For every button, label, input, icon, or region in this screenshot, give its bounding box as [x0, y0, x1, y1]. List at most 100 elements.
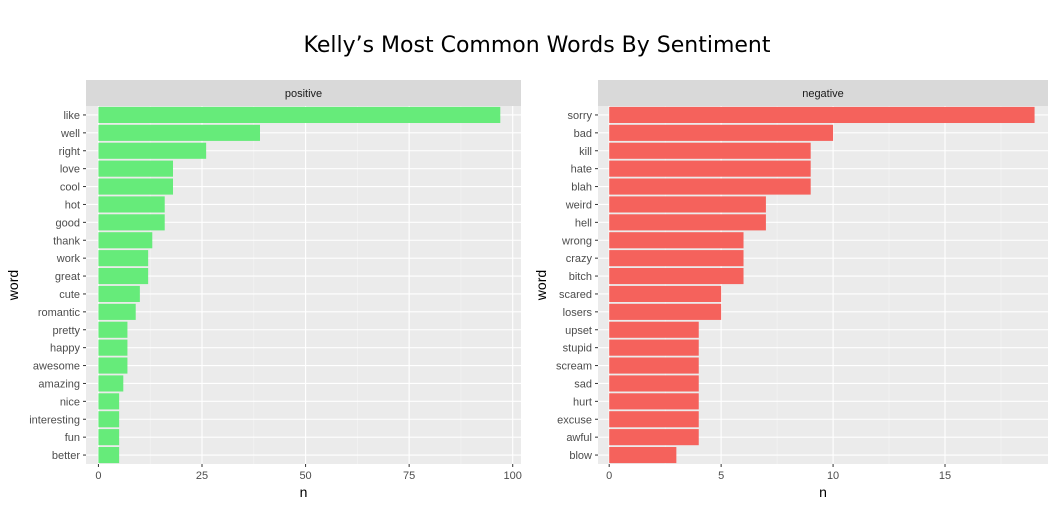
bar-pretty	[98, 321, 128, 338]
bar-like	[98, 106, 501, 124]
y-tick-label: stupid	[563, 343, 592, 355]
bar-blah	[609, 178, 811, 195]
bar-great	[98, 267, 149, 285]
facet-strip	[86, 80, 521, 106]
bar-amazing	[98, 375, 124, 392]
y-tick-label: wrong	[561, 235, 592, 247]
bar-awesome	[98, 357, 128, 374]
facet-strip-label: positive	[285, 88, 322, 100]
x-tick-label: 10	[827, 470, 839, 482]
bar-romantic	[98, 303, 136, 320]
bar-losers	[609, 303, 722, 320]
y-tick-label: romantic	[38, 307, 81, 319]
x-tick-label: 50	[299, 470, 311, 482]
bar-love	[98, 160, 173, 177]
facet-positive: positive like well right love cool hot good than…	[5, 80, 522, 500]
y-tick-label: love	[60, 164, 80, 176]
y-tick-label: cool	[60, 182, 80, 194]
bar-stupid	[609, 339, 699, 356]
y-tick-label: bitch	[569, 271, 592, 283]
bar-thank	[98, 232, 153, 249]
y-tick-label: hot	[65, 199, 80, 211]
bar-right	[98, 142, 207, 159]
y-tick-label: scared	[559, 289, 592, 301]
y-tick-label: excuse	[557, 414, 592, 426]
y-tick-label: sad	[574, 378, 592, 390]
facet-strip	[598, 80, 1048, 106]
panel-background	[86, 106, 521, 464]
y-axis-title: word	[5, 270, 21, 301]
x-tick-label: 75	[403, 470, 415, 482]
y-tick-label: blah	[571, 182, 592, 194]
bar-hell	[609, 214, 766, 231]
bar-hurt	[609, 393, 699, 410]
x-tick-label: 25	[196, 470, 208, 482]
y-tick-label: nice	[60, 396, 80, 408]
y-tick-label: sorry	[568, 110, 593, 122]
bar-hot	[98, 196, 165, 213]
bar-sorry	[609, 106, 1035, 124]
y-tick-label: scream	[556, 361, 592, 373]
y-tick-label: awesome	[33, 361, 80, 373]
x-axis-title: n	[819, 484, 827, 500]
bar-scream	[609, 357, 699, 374]
x-axis-title: n	[300, 484, 308, 500]
panel-background	[598, 106, 1048, 464]
bar-crazy	[609, 250, 744, 267]
facet-strip-label: negative	[802, 88, 844, 100]
x-tick-label: 0	[95, 470, 101, 482]
x-tick-label: 100	[504, 470, 522, 482]
y-tick-label: thank	[53, 235, 80, 247]
bar-sad	[609, 375, 699, 392]
y-tick-label: work	[56, 253, 81, 265]
y-tick-label: bad	[574, 128, 592, 140]
y-tick-label: right	[59, 146, 80, 158]
bar-awful	[609, 429, 699, 446]
y-tick-label: upset	[565, 325, 592, 337]
chart-title: Kelly’s Most Common Words By Sentiment	[304, 33, 771, 58]
x-tick-label: 0	[606, 470, 612, 482]
bar-happy	[98, 339, 128, 356]
y-tick-label: great	[55, 271, 80, 283]
bar-bad	[609, 124, 834, 141]
y-tick-label: hate	[571, 164, 592, 176]
bar-fun	[98, 429, 120, 446]
y-axis-title: word	[533, 270, 549, 301]
y-tick-label: blow	[569, 450, 592, 462]
bar-well	[98, 124, 260, 141]
bar-bitch	[609, 267, 744, 285]
y-tick-label: awful	[566, 432, 592, 444]
y-tick-label: fun	[65, 432, 80, 444]
y-tick-label: hurt	[573, 396, 592, 408]
y-tick-label: good	[56, 217, 80, 229]
x-tick-label: 5	[718, 470, 724, 482]
y-tick-label: weird	[565, 199, 592, 211]
bar-work	[98, 250, 149, 267]
bar-wrong	[609, 232, 744, 249]
facet-negative: negative sorry bad kill hate blah weird hell wro…	[533, 80, 1048, 500]
y-tick-label: happy	[50, 343, 80, 355]
bar-better	[98, 446, 120, 464]
x-tick-label: 15	[939, 470, 951, 482]
bar-interesting	[98, 411, 120, 428]
bar-good	[98, 214, 165, 231]
bar-upset	[609, 321, 699, 338]
y-tick-label: like	[63, 110, 80, 122]
y-tick-label: amazing	[38, 378, 80, 390]
bar-kill	[609, 142, 811, 159]
bar-blow	[609, 446, 677, 464]
bar-weird	[609, 196, 766, 213]
y-tick-label: crazy	[566, 253, 593, 265]
y-tick-label: interesting	[29, 414, 80, 426]
y-tick-label: pretty	[52, 325, 80, 337]
y-tick-label: hell	[575, 217, 592, 229]
y-tick-label: kill	[579, 146, 592, 158]
bar-excuse	[609, 411, 699, 428]
y-tick-label: better	[52, 450, 80, 462]
bar-nice	[98, 393, 120, 410]
y-tick-label: cute	[59, 289, 80, 301]
y-tick-label: losers	[563, 307, 593, 319]
bar-cute	[98, 285, 140, 303]
